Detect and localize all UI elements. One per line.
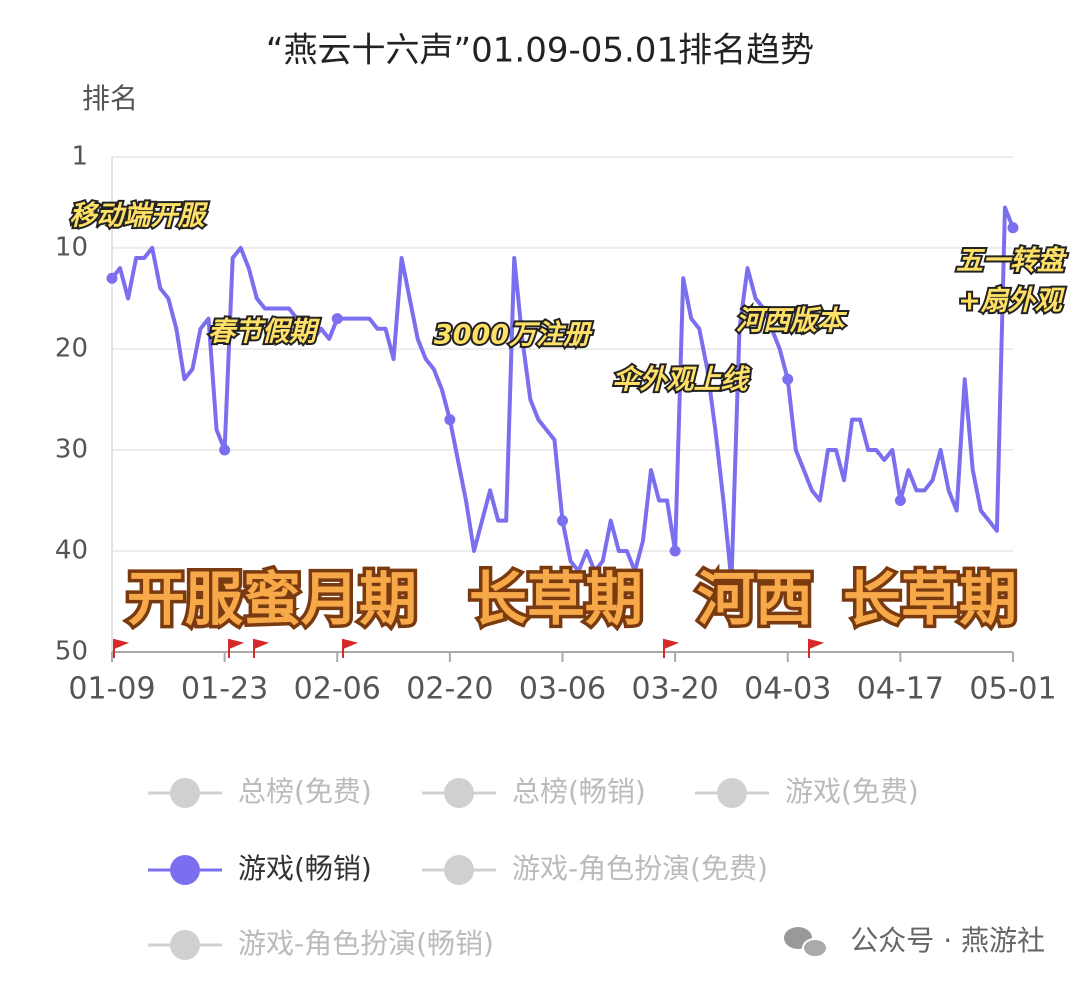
x-tick-label: 05-01	[969, 672, 1056, 707]
source: 公众号 · 燕游社	[850, 924, 1045, 957]
point-marker	[219, 444, 231, 456]
y-tick-label: 50	[55, 637, 88, 667]
flag	[253, 638, 270, 658]
legend-marker	[444, 778, 474, 808]
annotation: 春节假期	[208, 317, 320, 348]
x-tick-label: 03-20	[632, 672, 719, 707]
annotation: 五一转盘	[956, 246, 1068, 277]
watermark-icon	[784, 927, 828, 958]
legend-label: 游戏(免费)	[785, 775, 919, 808]
annotation: 移动端开服	[70, 201, 209, 232]
banner: 开服蜜月期	[127, 565, 417, 633]
x-tick-label: 03-06	[519, 672, 606, 707]
x-tick-label: 04-03	[744, 672, 831, 707]
flag	[663, 638, 680, 658]
y-axis-label: 排名	[82, 82, 138, 115]
annotation: 伞外观上线	[613, 365, 751, 396]
legend-label: 游戏-角色扮演(畅销)	[238, 927, 494, 960]
annotation: 河西版本	[736, 306, 848, 337]
x-tick-label: 02-20	[406, 672, 493, 707]
point-marker	[557, 515, 568, 527]
flag	[228, 638, 245, 658]
flag	[113, 638, 130, 658]
point-marker	[782, 373, 794, 385]
legend-label: 总榜(免费)	[238, 775, 372, 808]
point-marker	[894, 494, 906, 506]
point-marker	[1007, 222, 1019, 234]
point-marker	[331, 313, 343, 325]
x-tick-label: 02-06	[294, 672, 381, 707]
x-tick-label: 01-23	[181, 672, 268, 707]
point-marker	[106, 272, 118, 284]
legend-marker	[170, 855, 200, 885]
annotation: +扇外观	[958, 286, 1066, 317]
flag	[808, 638, 825, 658]
legend-label: 总榜(畅销)	[512, 775, 646, 808]
y-tick-label: 1	[71, 142, 88, 172]
banner: 长草期	[843, 565, 1017, 633]
point-marker	[669, 545, 681, 557]
x-tick-label: 04-17	[857, 672, 944, 707]
y-tick-label: 40	[55, 535, 88, 565]
legend-marker	[170, 930, 200, 960]
flags	[113, 638, 825, 658]
legend-label: 游戏(畅销)	[238, 852, 372, 885]
y-tick-label: 10	[55, 232, 88, 262]
x-tick-label: 01-09	[68, 672, 155, 707]
y-tick-label: 30	[55, 434, 88, 464]
banner: 长草期	[469, 565, 643, 633]
legend-marker	[444, 855, 474, 885]
legend-marker	[717, 778, 747, 808]
y-tick-label: 20	[55, 333, 88, 363]
legend-marker	[170, 778, 200, 808]
annotation: 3000万注册	[434, 320, 593, 351]
banner: 河西	[697, 565, 813, 633]
chart-title: “燕云十六声”01.09-05.01排名趋势	[266, 31, 814, 71]
flag	[342, 638, 359, 658]
legend-label: 游戏-角色扮演(免费)	[512, 852, 768, 885]
point-marker	[444, 414, 456, 426]
